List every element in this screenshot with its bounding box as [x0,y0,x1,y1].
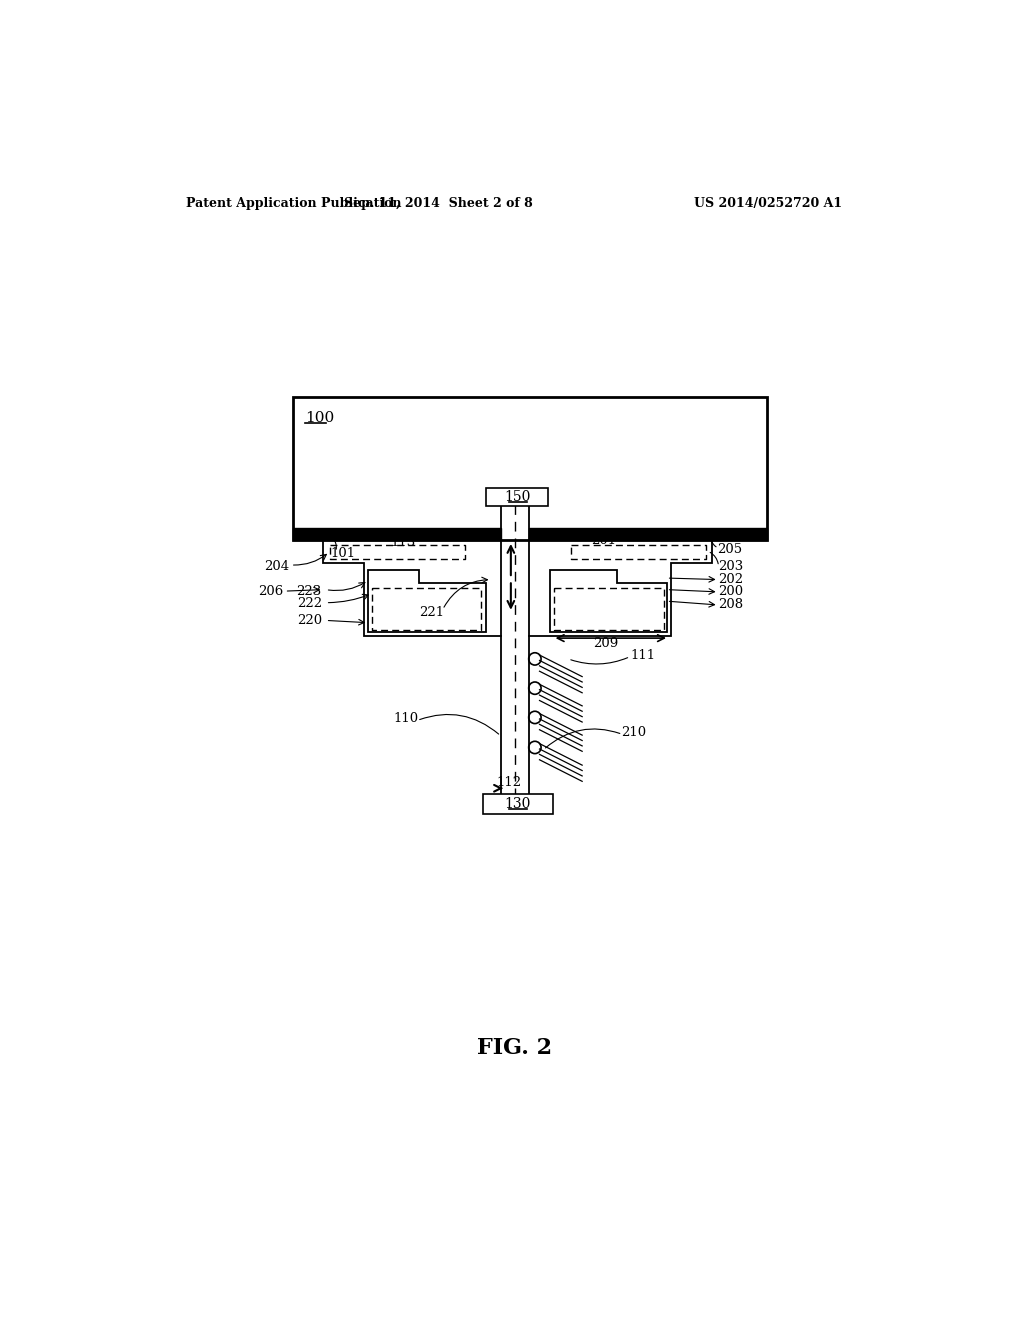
Text: 113: 113 [390,536,415,549]
Text: 201: 201 [592,533,616,546]
Polygon shape [483,793,553,814]
Text: 130: 130 [505,797,531,810]
Text: 110: 110 [394,713,419,726]
Text: 221: 221 [419,606,443,619]
Text: 203: 203 [719,560,743,573]
Text: 209: 209 [593,638,618,649]
Text: 112: 112 [497,776,522,788]
Text: 150: 150 [504,490,530,504]
Text: US 2014/0252720 A1: US 2014/0252720 A1 [693,197,842,210]
Text: 202: 202 [719,573,743,586]
Text: Sep. 11, 2014  Sheet 2 of 8: Sep. 11, 2014 Sheet 2 of 8 [344,197,532,210]
Text: 206: 206 [258,585,283,598]
Text: 208: 208 [719,598,743,611]
Text: 111: 111 [630,648,655,661]
Text: 205: 205 [717,543,742,556]
Polygon shape [293,528,501,540]
Text: 220: 220 [297,614,322,627]
Text: 101: 101 [331,546,355,560]
Text: 223: 223 [297,585,322,598]
Text: 200: 200 [719,585,743,598]
Text: 204: 204 [264,560,289,573]
Text: FIG. 2: FIG. 2 [477,1036,552,1059]
Polygon shape [528,528,767,540]
Text: Patent Application Publication: Patent Application Publication [186,197,401,210]
Text: 222: 222 [297,597,322,610]
Text: 100: 100 [305,411,334,425]
Text: 210: 210 [621,726,646,739]
Polygon shape [486,488,548,507]
